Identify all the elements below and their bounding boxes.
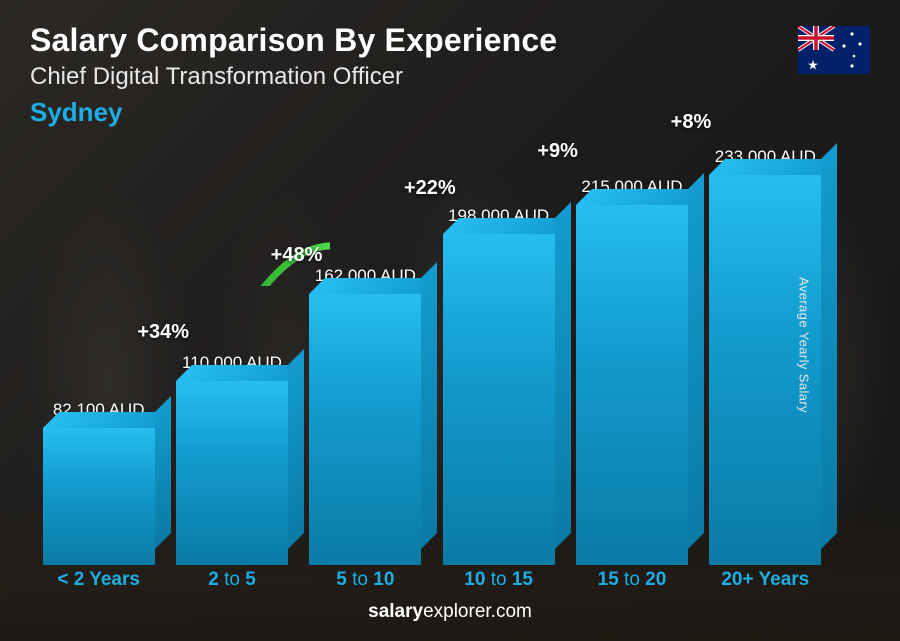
x-tick: 2 to 5 — [175, 569, 288, 591]
chart: 82,100 AUD 110,000 AUD 162,000 AUD — [30, 136, 870, 591]
bar: 82,100 AUD — [42, 400, 155, 565]
pct-label: +34% — [137, 321, 189, 344]
bar: 110,000 AUD — [175, 353, 288, 565]
chart-subtitle: Chief Digital Transformation Officer — [30, 63, 870, 91]
x-tick: 20+ Years — [709, 569, 822, 591]
bar: 198,000 AUD — [442, 206, 555, 565]
y-axis-label: Average Yearly Salary — [796, 277, 811, 413]
flag-icon — [798, 26, 870, 74]
x-tick: 10 to 15 — [442, 569, 555, 591]
x-tick: 5 to 10 — [309, 569, 422, 591]
bar: 215,000 AUD — [575, 177, 688, 565]
bar: 162,000 AUD — [309, 266, 422, 565]
header: Salary Comparison By Experience Chief Di… — [30, 22, 870, 128]
chart-city: Sydney — [30, 97, 870, 128]
chart-title: Salary Comparison By Experience — [30, 22, 870, 59]
pct-label: +48% — [271, 244, 323, 267]
pct-label: +22% — [404, 177, 456, 200]
pct-label: +9% — [537, 140, 578, 163]
x-tick: 15 to 20 — [575, 569, 688, 591]
footer-brand: salaryexplorer.com — [30, 591, 870, 623]
x-tick: < 2 Years — [42, 569, 155, 591]
pct-label: +8% — [671, 111, 712, 134]
